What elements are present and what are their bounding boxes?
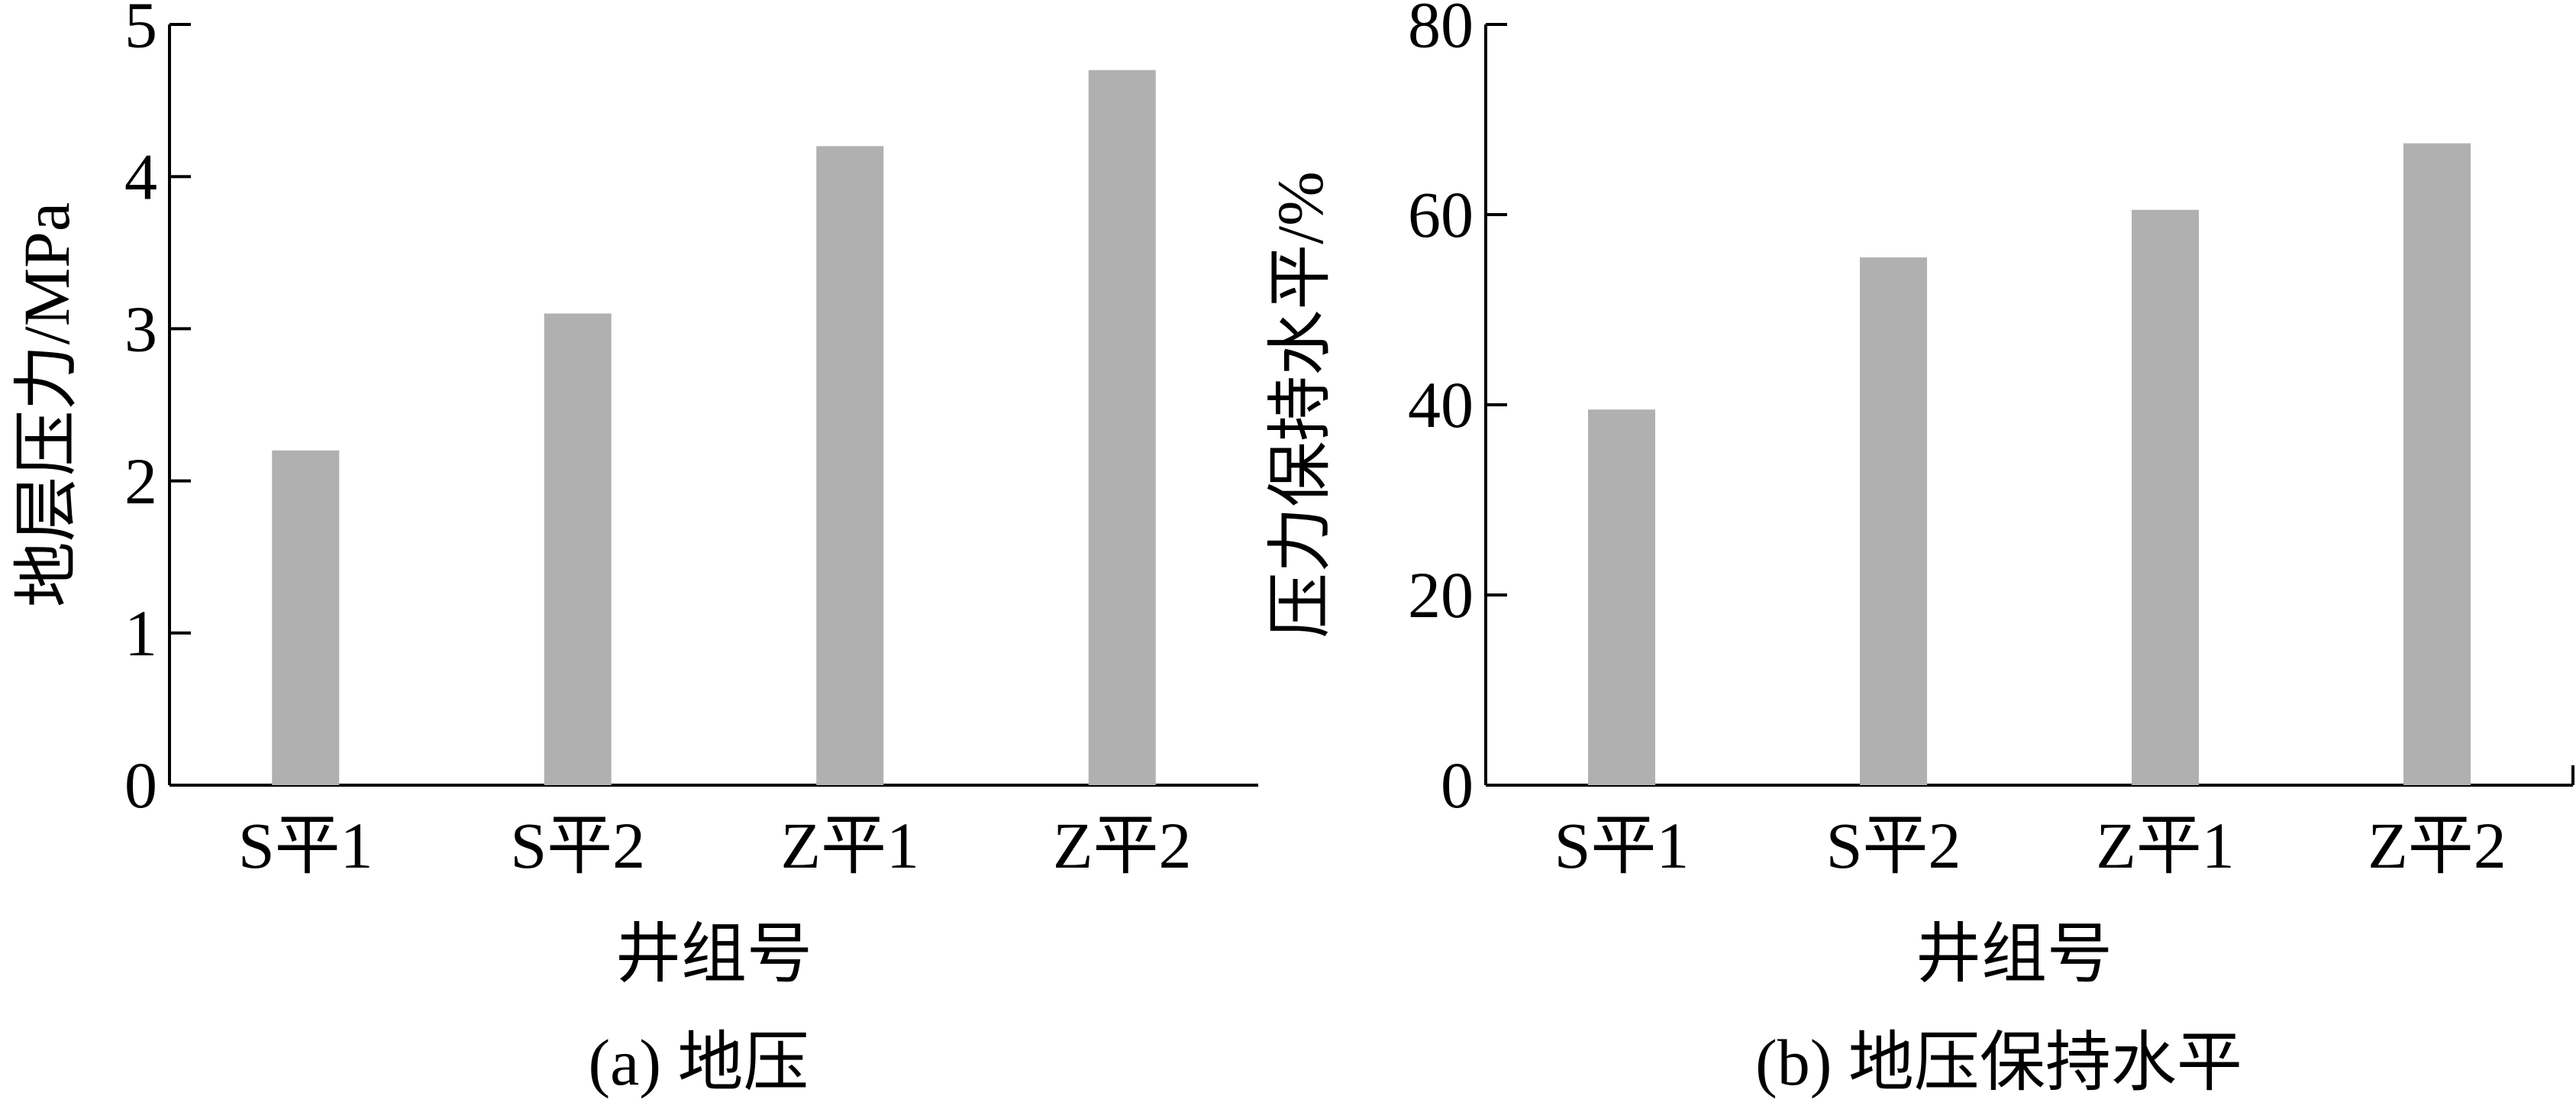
x-tick-label: Z平2 — [2368, 809, 2507, 882]
y-tick-label: 0 — [1441, 748, 1474, 822]
y-tick-label: 20 — [1408, 558, 1474, 632]
bar — [2132, 209, 2199, 785]
x-tick-label: Z平1 — [780, 809, 919, 882]
y-tick-label: 2 — [124, 445, 157, 518]
y-tick-label: 4 — [124, 140, 157, 213]
y-tick-label: 40 — [1408, 368, 1474, 441]
bar — [544, 313, 612, 786]
x-tick-label: S平2 — [510, 809, 645, 882]
x-tick-label: Z平1 — [2096, 809, 2235, 882]
bar — [816, 146, 884, 786]
x-axis-label: 井组号 — [1916, 917, 2113, 991]
y-tick-label: 60 — [1408, 178, 1474, 251]
y-tick-label: 5 — [124, 0, 157, 61]
x-tick-label: S平2 — [1826, 809, 1961, 882]
bar — [272, 450, 340, 785]
y-tick-label: 80 — [1408, 0, 1474, 61]
x-axis-label: 井组号 — [615, 917, 812, 991]
chart-caption: (a) 地压 — [589, 1026, 809, 1099]
bar — [1860, 257, 1927, 785]
bar — [1088, 70, 1156, 785]
y-tick-label: 0 — [124, 748, 157, 822]
chart-caption: (b) 地压保持水平 — [1755, 1026, 2242, 1099]
x-tick-label: S平1 — [1554, 809, 1690, 882]
x-tick-label: Z平2 — [1053, 809, 1192, 882]
x-tick-label: S平1 — [238, 809, 373, 882]
chart-b-pressure-maintenance: 0 20 40 60 80 S平1 S平2 Z平1 Z平2 井组号 压力保持水平/% (b) 地压保持… — [1264, 0, 2574, 1099]
y-axis-label: 地层压力/MPa — [10, 202, 83, 607]
y-tick-label: 3 — [124, 293, 157, 366]
y-axis-label: 压力保持水平/% — [1264, 171, 1337, 639]
y-tick-label: 1 — [124, 597, 157, 670]
bar — [1588, 409, 1655, 785]
chart-a-ground-pressure: 0 1 2 3 4 5 S平1 S平2 Z平1 Z平2 井组号 地层压力/MPa (a) 地压 — [10, 0, 1258, 1099]
bar — [2403, 143, 2471, 785]
